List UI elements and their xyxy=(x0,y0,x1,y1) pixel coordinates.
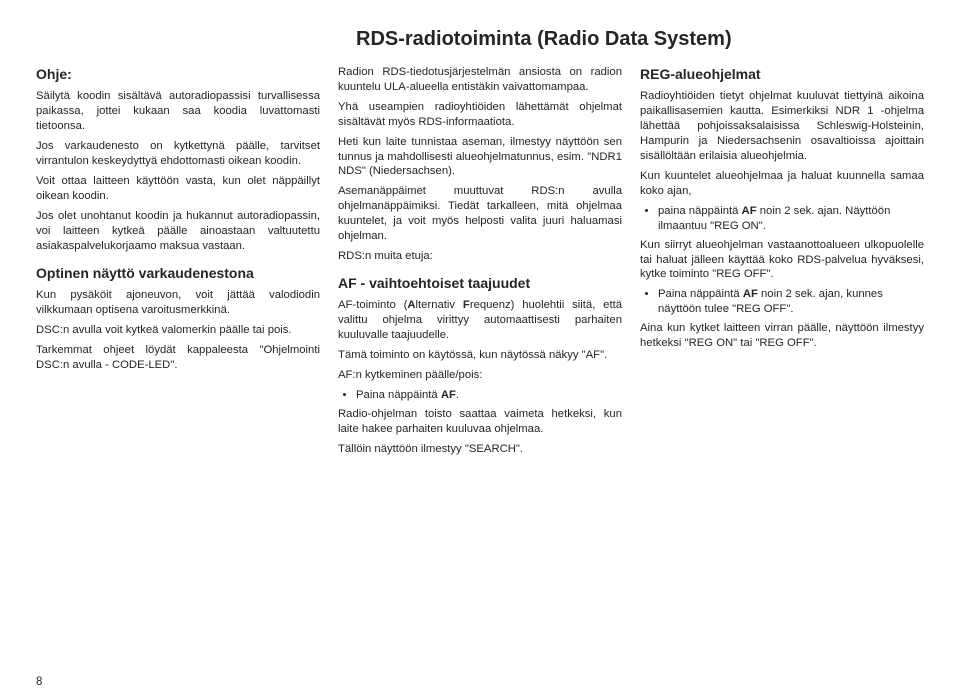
col2-para: Yhä useampien radioyhtiöiden lähettämät … xyxy=(338,100,622,130)
col2-heading-af: AF - vaihtoehtoiset taajuudet xyxy=(338,274,622,292)
col3-para: Radioyhtiöiden tietyt ohjelmat kuuluvat … xyxy=(640,89,924,164)
three-column-layout: Ohje: Säilytä koodin sisältävä autoradio… xyxy=(36,65,924,462)
main-title: RDS-radiotoiminta (Radio Data System) xyxy=(36,28,924,51)
col1-para: Säilytä koodin sisältävä autoradiopassis… xyxy=(36,89,320,134)
page-number: 8 xyxy=(36,676,42,688)
col2-para: Heti kun laite tunnistaa aseman, ilmesty… xyxy=(338,135,622,180)
col1-para: Jos varkaudenesto on kytkettynä päälle, … xyxy=(36,139,320,169)
col1-para: Jos olet unohtanut koodin ja hukannut au… xyxy=(36,209,320,254)
col3-list: Paina näppäintä AF noin 2 sek. ajan, kun… xyxy=(640,287,924,317)
col2-para: AF-toiminto (Alternativ Frequenz) huoleh… xyxy=(338,298,622,343)
col2-para: Radion RDS-tiedotusjärjestelmän ansiosta… xyxy=(338,65,622,95)
col3-para: Kun siirryt alueohjelman vastaanottoalue… xyxy=(640,238,924,283)
col1-para: DSC:n avulla voit kytkeä valomerkin pääl… xyxy=(36,323,320,338)
col2-para: Tällöin näyttöön ilmestyy "SEARCH". xyxy=(338,442,622,457)
list-item: Paina näppäintä AF. xyxy=(356,388,622,403)
col2-para: Tämä toiminto on käytössä, kun näytössä … xyxy=(338,348,622,363)
col3-list: paina näppäintä AF noin 2 sek. ajan. Näy… xyxy=(640,204,924,234)
column-1: Ohje: Säilytä koodin sisältävä autoradio… xyxy=(36,65,320,462)
col2-para: AF:n kytkeminen päälle/pois: xyxy=(338,368,622,383)
col3-para: Aina kun kytket laitteen virran päälle, … xyxy=(640,321,924,351)
col1-para: Kun pysäköit ajoneuvon, voit jättää valo… xyxy=(36,288,320,318)
column-3: REG-alueohjelmat Radioyhtiöiden tietyt o… xyxy=(640,65,924,462)
col1-para: Voit ottaa laitteen käyttöön vasta, kun … xyxy=(36,174,320,204)
col3-para: Kun kuuntelet alueohjelmaa ja haluat kuu… xyxy=(640,169,924,199)
col3-heading-reg: REG-alueohjelmat xyxy=(640,65,924,83)
col2-list: Paina näppäintä AF. xyxy=(338,388,622,403)
list-item: Paina näppäintä AF noin 2 sek. ajan, kun… xyxy=(658,287,924,317)
column-2: Radion RDS-tiedotusjärjestelmän ansiosta… xyxy=(338,65,622,462)
col1-heading-optinen: Optinen näyttö varkaudenestona xyxy=(36,264,320,282)
col2-para: Radio-ohjelman toisto saattaa vaimeta he… xyxy=(338,407,622,437)
list-item: paina näppäintä AF noin 2 sek. ajan. Näy… xyxy=(658,204,924,234)
col1-heading-ohje: Ohje: xyxy=(36,65,320,83)
col2-para: RDS:n muita etuja: xyxy=(338,249,622,264)
col2-para: Asemanäppäimet muuttuvat RDS:n avulla oh… xyxy=(338,184,622,244)
col1-para: Tarkemmat ohjeet löydät kappaleesta "Ohj… xyxy=(36,343,320,373)
